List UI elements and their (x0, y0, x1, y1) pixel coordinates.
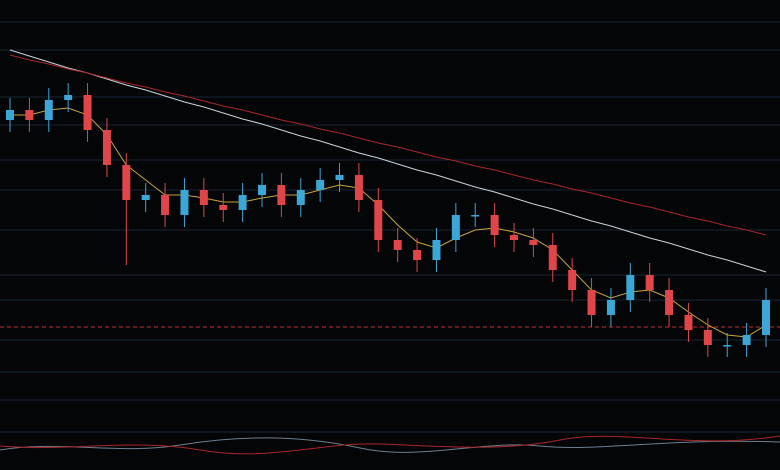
candle-body (374, 200, 383, 240)
candle-body (510, 235, 518, 240)
moving-average (10, 107, 767, 338)
candle-body (180, 190, 189, 215)
candle-body (432, 240, 441, 260)
candle-body (25, 110, 34, 120)
candle-body (742, 335, 751, 345)
candle-body (122, 165, 131, 200)
oscillator-decoration (0, 435, 780, 455)
moving-average (9, 54, 767, 236)
candle-body (451, 215, 460, 240)
candle-body (64, 95, 73, 100)
candle-body (316, 180, 325, 190)
candle-body (626, 275, 635, 300)
candle-body (548, 245, 557, 270)
candle-body (606, 300, 615, 315)
candle-body (238, 195, 247, 210)
candle-body (471, 215, 480, 217)
candle-body (684, 315, 693, 330)
candle-body (83, 95, 92, 130)
candle-body (645, 275, 654, 290)
candle-body (529, 240, 538, 245)
candle-body (665, 290, 674, 315)
candle-body (141, 195, 150, 200)
candle-body (568, 270, 577, 290)
candle-body (413, 250, 422, 260)
candle-body (219, 205, 228, 210)
candle-body (393, 240, 402, 250)
candle-body (490, 215, 499, 235)
candle-body (335, 175, 344, 180)
oscillator-decoration (0, 437, 780, 453)
candle-body (277, 185, 286, 205)
candle-body (354, 175, 363, 200)
candle-body (44, 100, 53, 120)
candle-body (587, 290, 596, 315)
candle-body (161, 195, 170, 215)
candle-body (723, 345, 732, 347)
candle-body (6, 110, 14, 120)
moving-average (9, 49, 767, 273)
candle-body (258, 185, 266, 195)
candle-body (296, 190, 305, 205)
candle-body (102, 130, 111, 165)
candle-body (199, 190, 208, 205)
candle-body (703, 330, 712, 345)
candle-body (762, 300, 770, 335)
